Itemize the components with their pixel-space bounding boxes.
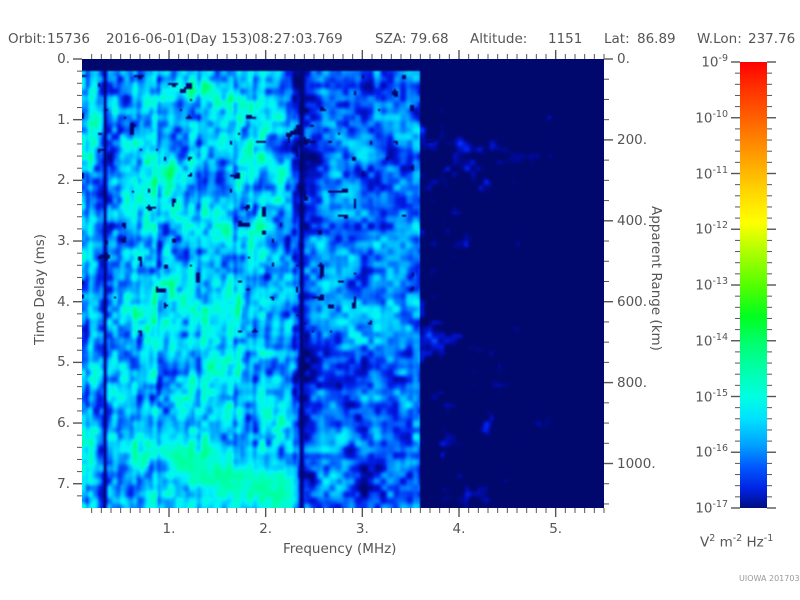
- colorbar-tick-label: 10-16: [662, 443, 728, 461]
- units-meters-exponent: -2: [732, 533, 743, 544]
- colorbar-tick-mantissa: 10: [695, 166, 713, 182]
- axis-tick-label: 0.: [617, 51, 630, 67]
- left-axis-title: Time Delay (ms): [32, 233, 48, 345]
- axis-tick-label: 5.: [549, 521, 563, 537]
- colorbar: [740, 62, 767, 508]
- altitude-label: Altitude:: [470, 31, 528, 47]
- sza-value: 79.68: [410, 31, 449, 47]
- colorbar-tick-label: 10-12: [662, 220, 728, 238]
- colorbar-units-label: V2 m-2 Hz-1: [700, 533, 773, 551]
- axis-tick-label: 4.: [57, 293, 70, 310]
- day-of-year: (Day 153): [185, 31, 253, 47]
- colorbar-tick-label: 10-11: [662, 165, 728, 183]
- axis-tick-label: 5.: [57, 354, 70, 371]
- spectrogram-canvas: [82, 59, 604, 508]
- axis-tick-label: 400.: [617, 212, 648, 229]
- institution-watermark: UIOWA 20170315: [739, 574, 800, 583]
- colorbar-tick-mantissa: 10: [695, 333, 713, 350]
- spectrogram-plot-area: [82, 59, 604, 508]
- lat-label: Lat:: [604, 31, 630, 47]
- axis-tick-label: 6.: [57, 415, 70, 432]
- colorbar-tick-label: 10-10: [662, 109, 728, 127]
- colorbar-tick-mantissa: 10: [695, 221, 713, 238]
- colorbar-tick-exponent: -11: [712, 164, 728, 176]
- axis-tick-label: 4.: [452, 521, 466, 537]
- axis-tick-label: 1.: [57, 111, 70, 128]
- axis-tick-label: 1.: [162, 521, 176, 537]
- axis-tick-label: 600.: [617, 293, 648, 310]
- units-volts: V: [700, 534, 710, 551]
- axis-tick-label: 2.: [57, 172, 70, 189]
- colorbar-gradient: [740, 62, 767, 508]
- colorbar-tick-mantissa: 10: [695, 444, 713, 461]
- axis-tick-label: 1000.: [617, 455, 656, 472]
- axis-tick-label: 7.: [57, 475, 70, 492]
- observation-date: 2016-06-01: [106, 31, 185, 47]
- colorbar-tick-label: 10-13: [662, 276, 728, 294]
- colorbar-tick-exponent: -10: [712, 108, 728, 120]
- colorbar-tick-exponent: -14: [712, 331, 728, 343]
- colorbar-tick-mantissa: 10: [695, 277, 713, 294]
- colorbar-tick-exponent: -16: [712, 443, 728, 455]
- colorbar-tick-exponent: -12: [712, 220, 728, 232]
- axis-tick-label: 0.: [57, 51, 70, 67]
- colorbar-tick-label: 10-15: [662, 388, 728, 406]
- altitude-value: 1151: [548, 31, 583, 47]
- orbit-value: 15736: [47, 31, 90, 47]
- units-hertz-exponent: -1: [763, 533, 774, 544]
- axis-tick-label: 2.: [259, 521, 273, 537]
- observation-time: 08:27:03.769: [252, 31, 343, 47]
- colorbar-tick-exponent: -15: [712, 387, 728, 399]
- bottom-axis-title: Frequency (MHz): [283, 541, 397, 557]
- colorbar-tick-exponent: -17: [712, 499, 728, 510]
- orbit-label: Orbit:: [8, 31, 47, 47]
- sza-label: SZA:: [375, 31, 407, 47]
- axis-tick-label: 3.: [355, 521, 369, 537]
- units-hertz: Hz: [746, 534, 764, 551]
- colorbar-tick-mantissa: 10: [695, 500, 713, 517]
- wlon-label: W.Lon:: [697, 31, 742, 47]
- figure-header: Orbit: 15736 2016-06-01 (Day 153) 08:27:…: [0, 31, 800, 49]
- colorbar-tick-label: 10-17: [662, 499, 728, 517]
- lat-value: 86.89: [637, 31, 676, 47]
- colorbar-tick-mantissa: 10: [695, 389, 713, 405]
- axis-tick-label: 200.: [617, 131, 648, 148]
- colorbar-tick-label: 10-14: [662, 332, 728, 350]
- colorbar-tick-mantissa: 10: [695, 110, 713, 127]
- units-meters: m: [719, 534, 733, 551]
- units-volts-exponent: 2: [709, 533, 716, 544]
- axis-tick-label: 3.: [57, 233, 70, 250]
- colorbar-tick-exponent: -13: [712, 276, 728, 287]
- colorbar-tick-label: 10-9: [662, 53, 728, 71]
- colorbar-tick-exponent: -9: [718, 53, 728, 64]
- axis-tick-label: 800.: [617, 374, 648, 391]
- colorbar-tick-mantissa: 10: [701, 54, 719, 71]
- wlon-value: 237.76: [748, 31, 796, 47]
